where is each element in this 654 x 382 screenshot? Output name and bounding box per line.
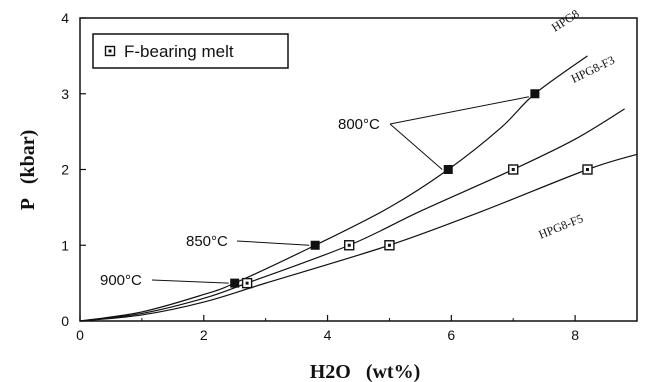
series-label-hpg8-f3: HPG8-F3 (569, 53, 617, 86)
point-hpg8-f3 (508, 164, 519, 175)
point-layer (230, 89, 593, 289)
x-tick-label: 4 (324, 327, 332, 343)
x-tick-label: 6 (447, 327, 455, 343)
leader-line-800 (389, 123, 443, 170)
y-tick-label: 4 (61, 10, 69, 26)
legend: F-bearing melt (92, 33, 289, 69)
y-axis-title: P (kbar) (17, 130, 39, 211)
y-tick-label: 1 (61, 237, 69, 253)
point-hpg8-f5 (384, 240, 395, 251)
point-hpg8 (443, 165, 453, 174)
legend-box (92, 33, 289, 69)
temperature-label-900: 900°C (100, 272, 142, 289)
y-tick-label: 2 (61, 162, 69, 178)
series-label-hpg8: HPG8 (549, 6, 582, 34)
point-hpg8-f3 (241, 277, 253, 289)
curve-hpg8-f5 (79, 153, 638, 322)
point-hpg8 (230, 278, 240, 288)
leader-line-900 (151, 279, 229, 284)
callout-layer: 900°C 850°C 800°C (100, 96, 529, 289)
y-tick-label: 3 (61, 86, 69, 102)
curve-hpg8 (79, 55, 588, 322)
point-hpg8 (310, 240, 320, 250)
legend-marker (104, 45, 116, 57)
y-tick-label: 0 (61, 313, 69, 329)
leader-line-850 (236, 240, 310, 246)
point-hpg8-f3 (344, 240, 355, 251)
x-tick-label: 8 (571, 327, 579, 343)
point-hpg8-f5 (582, 164, 593, 175)
temperature-label-850: 850°C (186, 233, 228, 250)
x-tick-label: 0 (76, 327, 84, 343)
temperature-label-800: 800°C (338, 116, 380, 133)
point-hpg8 (530, 89, 540, 99)
legend-marker-icon (104, 45, 116, 57)
series-label-hpg8-f5: HPG8-F5 (537, 211, 586, 241)
leader-line-800 (389, 96, 529, 125)
x-axis-title: H2O (wt%) (310, 361, 421, 382)
x-tick-label: 2 (200, 327, 208, 343)
curve-hpg8-f3 (79, 108, 625, 322)
legend-label: F-bearing melt (124, 42, 234, 61)
